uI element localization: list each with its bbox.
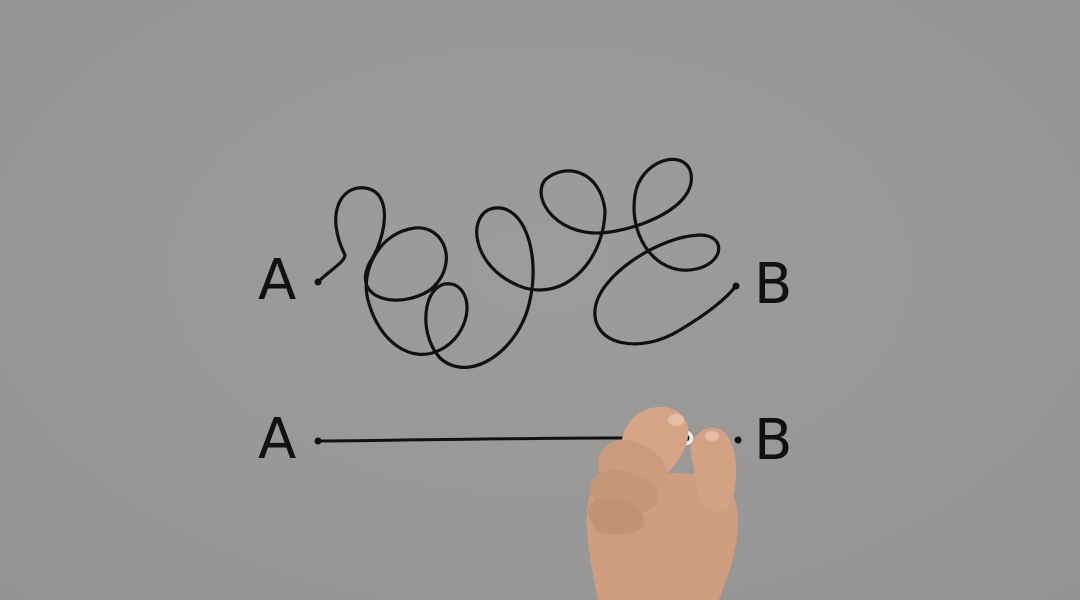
bottom-end-dot: [734, 436, 742, 444]
bottom-end-label: B: [754, 408, 793, 473]
tangled-path: [316, 157, 738, 369]
bottom-start-dot: [314, 437, 322, 445]
little-finger: [587, 497, 645, 535]
bottom-start-label: A: [258, 407, 297, 472]
top-end-label: B: [754, 252, 793, 317]
top-start-dot: [314, 278, 322, 286]
hand-with-marker: [586, 406, 738, 600]
top-start-label: A: [258, 248, 297, 313]
top-end-dot: [732, 282, 740, 290]
thumb: [690, 427, 737, 513]
